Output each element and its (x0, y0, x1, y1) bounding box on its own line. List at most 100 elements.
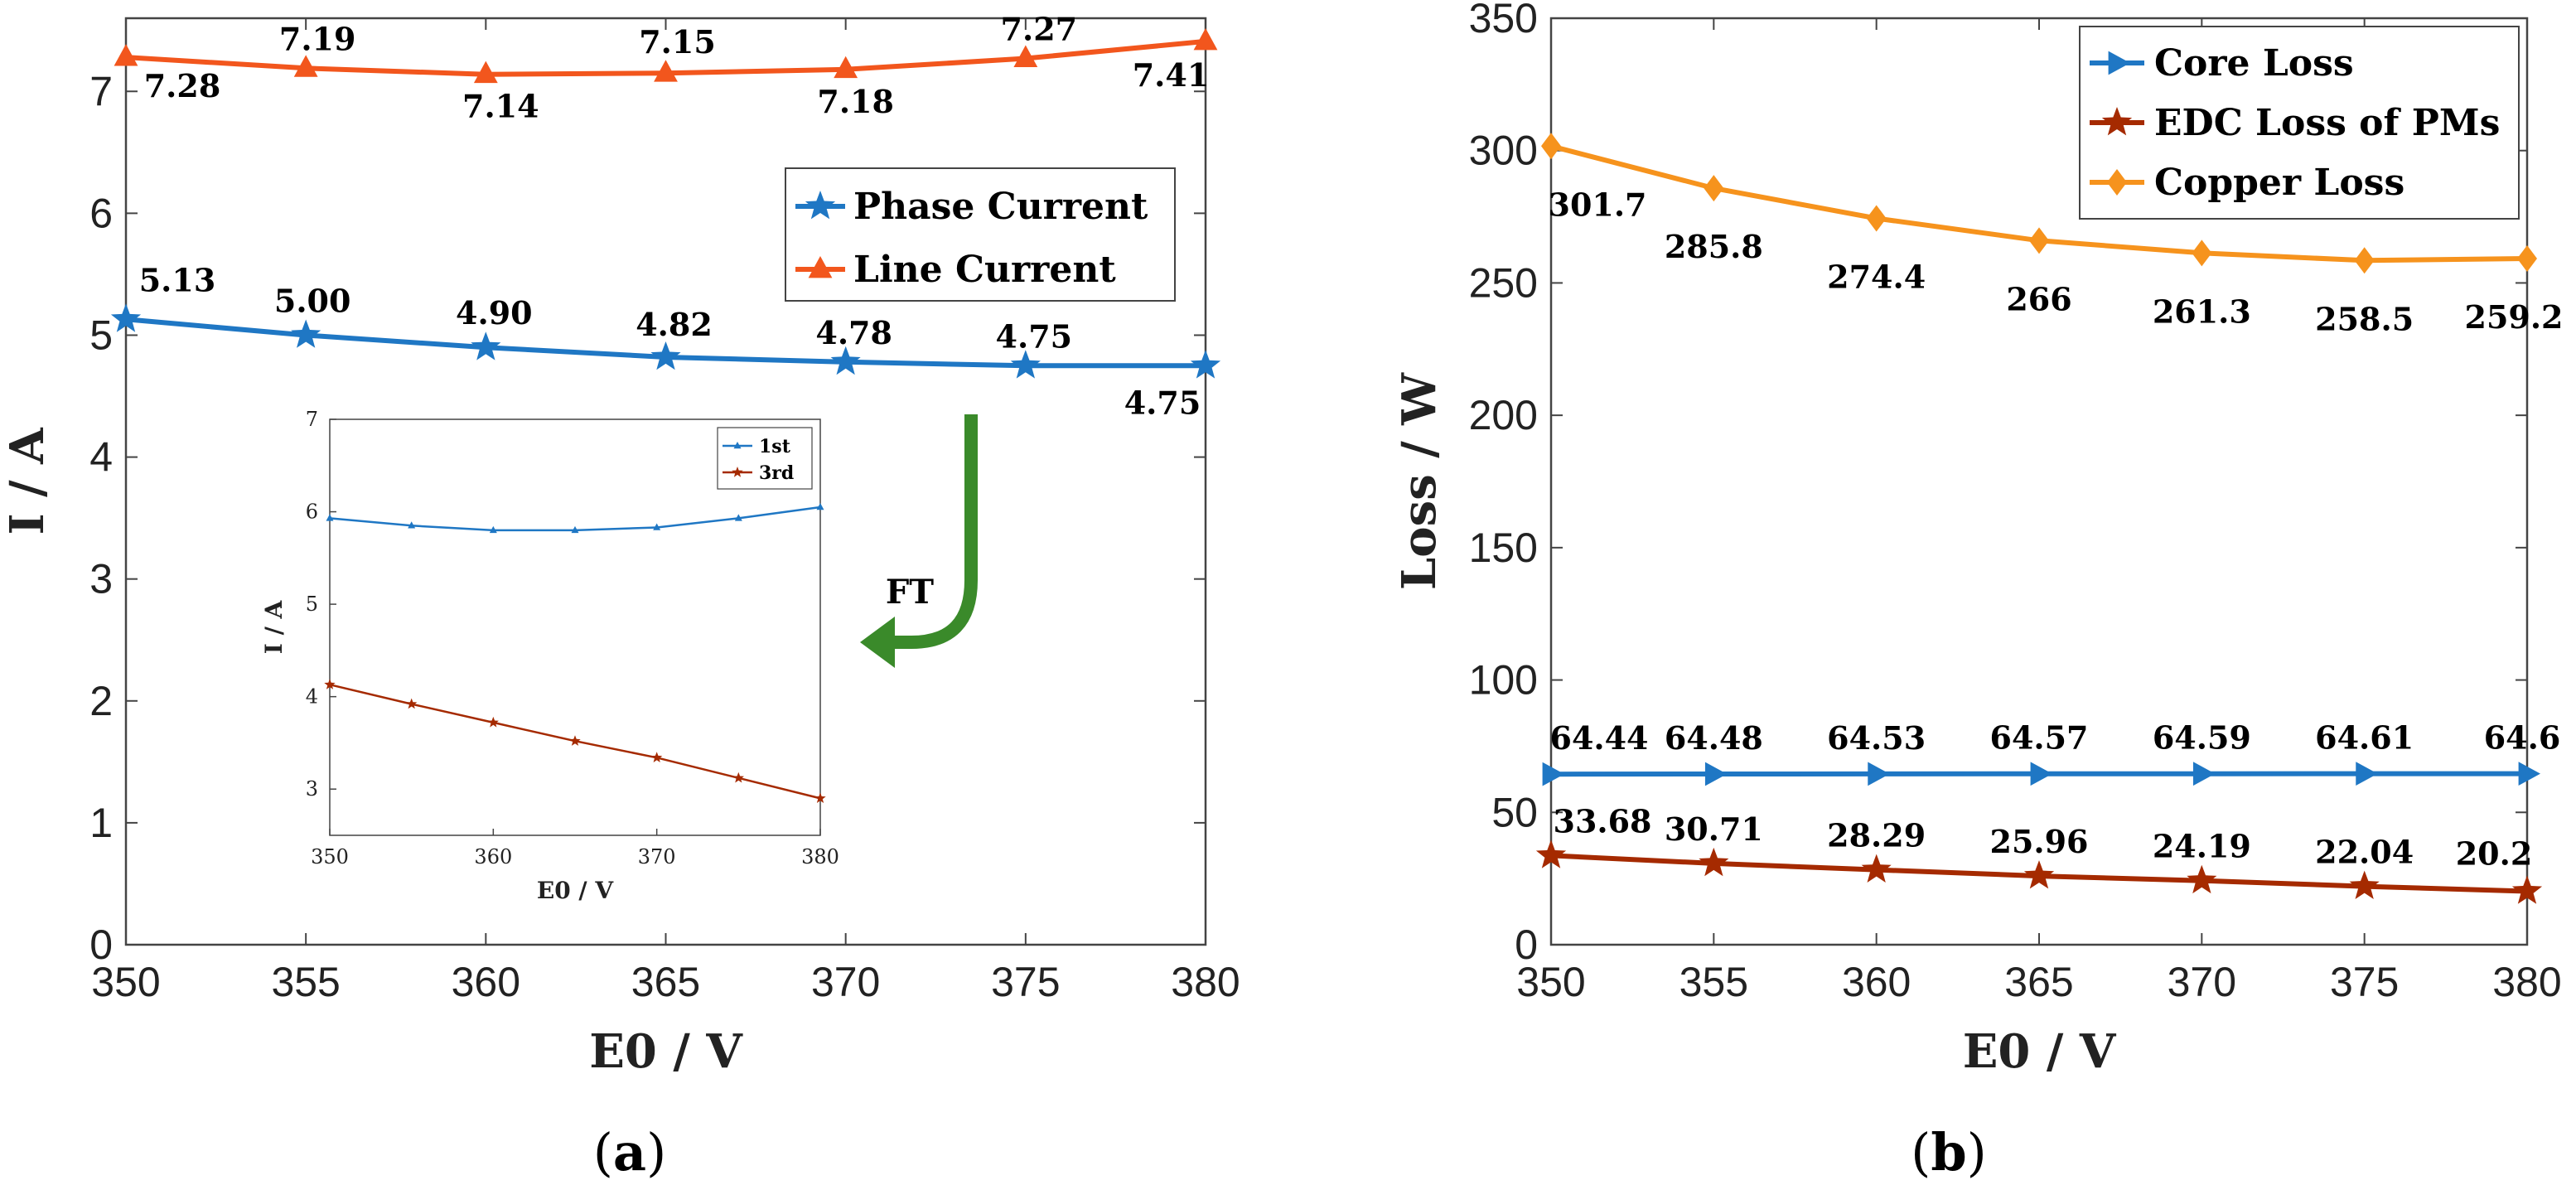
caption-a: (a) (593, 1122, 667, 1183)
chart-b-data-label: 64.48 (1665, 719, 1763, 757)
chart-a-y-tick-label: 7 (89, 68, 113, 114)
inset-point-1-1 (406, 698, 418, 709)
inset-legend (717, 427, 813, 490)
chart-b-y-tick-label: 250 (1469, 259, 1538, 306)
chart-a-y-axis-label: I / A (0, 427, 55, 535)
chart-b-y-tick-label: 0 (1515, 922, 1538, 968)
chart-b-legend-marker-1 (2101, 107, 2133, 136)
chart-b-point-2-3 (2029, 227, 2049, 254)
chart-b-data-label: 285.8 (1665, 228, 1763, 265)
chart-a-point-0-5 (1010, 350, 1041, 379)
chart-a-legend-marker-1 (808, 256, 833, 278)
chart-b-point-0-6 (2518, 762, 2540, 786)
chart-b-point-0-1 (1704, 762, 1728, 786)
chart-b-point-1-3 (2023, 860, 2055, 889)
inset-point-1-6 (814, 792, 826, 803)
inset-point-0-5 (734, 514, 742, 521)
chart-a-data-label: 7.19 (279, 20, 356, 57)
caption-a-part: ( (593, 1122, 613, 1183)
chart-b-point-2-6 (2517, 245, 2537, 273)
chart-a-y-tick-label: 2 (89, 678, 113, 724)
chart-a-x-axis-label: E0 / V (589, 1024, 743, 1079)
inset-point-0-4 (653, 523, 661, 530)
caption-b: (b) (1911, 1122, 1987, 1183)
inset-frame (329, 418, 821, 836)
chart-b-point-1-6 (2511, 875, 2543, 904)
chart-b-y-tick-label: 150 (1469, 525, 1538, 571)
inset-point-0-2 (489, 525, 497, 534)
chart-a-x-tick-label: 365 (631, 959, 700, 1005)
chart-b-point-0-2 (1868, 762, 1890, 786)
chart-b-data-label: 64.61 (2315, 719, 2414, 757)
chart-b-point-0-0 (1542, 762, 1564, 786)
inset-point-1-5 (732, 772, 744, 783)
caption-a-part: ) (646, 1122, 666, 1183)
chart-b-point-2-5 (2354, 247, 2375, 274)
chart-a-data-label: 5.00 (274, 282, 351, 319)
chart-a-y-tick-label: 6 (89, 190, 113, 236)
chart-b-point-2-2 (1866, 205, 1887, 232)
chart-b-data-label: 30.71 (1665, 810, 1763, 848)
chart-b-legend-marker-0 (2108, 51, 2130, 75)
chart-b-y-axis-label: Loss / W (1392, 372, 1447, 590)
chart-b-point-1-1 (1699, 847, 1729, 877)
inset-y-tick-label: 3 (306, 777, 318, 801)
chart-b-y-tick-label: 300 (1469, 128, 1538, 174)
inset-legend-marker-1 (732, 467, 743, 477)
chart-a-point-0-2 (471, 331, 501, 360)
chart-b-legend (2079, 26, 2520, 220)
chart-b: 350 355 360 365 370 375 380 0 50 100 150 200 250 300 3… (1392, 0, 2564, 1079)
chart-a-point-1-3 (654, 60, 678, 82)
inset-legend-marker-0 (733, 442, 742, 449)
chart-a-point-0-3 (650, 341, 681, 370)
caption-b-part: ) (1967, 1122, 1987, 1183)
inset-y-tick-label: 4 (306, 685, 318, 709)
chart-a-data-label: 4.82 (636, 306, 713, 343)
inset-x-tick-label: 350 (311, 845, 349, 868)
chart-a-point-0-1 (291, 319, 321, 348)
chart-a-point-1-2 (473, 60, 498, 84)
inset-x-axis-label: E0 / V (537, 877, 615, 904)
chart-b-data-label: 258.5 (2315, 300, 2414, 337)
chart-b-legend-marker-2 (2107, 169, 2127, 196)
chart-a-point-1-6 (1193, 27, 1218, 51)
chart-b-y-tick-label: 200 (1469, 392, 1538, 438)
chart-a-data-label: 7.14 (462, 88, 539, 125)
chart-b-x-tick-label: 375 (2330, 959, 2399, 1005)
chart-b-legend-label: EDC Loss of PMs (2154, 102, 2500, 144)
chart-a-legend-marker-0 (805, 191, 836, 220)
chart-b-x-tick-label: 350 (1516, 959, 1585, 1005)
inset-y-tick-label: 5 (306, 593, 318, 616)
chart-b-y-tick-label: 50 (1491, 789, 1538, 835)
chart-b-point-1-5 (2349, 870, 2380, 899)
chart-a-y-tick-label: 3 (89, 556, 113, 602)
chart-b-point-1-0 (1535, 839, 1567, 868)
ft-arrow-shaft (888, 414, 978, 649)
inset-legend-label: 1st (759, 436, 791, 457)
chart-a-y-tick-label: 5 (89, 312, 113, 358)
chart-a-data-label: 7.27 (1001, 11, 1078, 48)
chart-a-data-label: 4.75 (1124, 384, 1201, 421)
inset-x-tick-label: 380 (801, 845, 839, 868)
chart-b-data-label: 301.7 (1549, 186, 1647, 223)
chart-a-legend-label: Line Current (853, 249, 1116, 291)
inset-point-0-3 (571, 525, 579, 534)
inset-point-1-3 (569, 735, 581, 746)
chart-b-point-2-0 (1541, 133, 1561, 160)
chart-b-data-label: 261.3 (2153, 293, 2251, 330)
inset-y-tick-label: 6 (306, 501, 318, 524)
chart-a-x-tick-label: 370 (811, 959, 880, 1005)
chart-a-data-label: 7.28 (144, 67, 221, 104)
chart-a-x-tick-label: 350 (91, 959, 160, 1005)
inset-point-0-0 (326, 514, 334, 521)
chart-a-point-1-5 (1013, 45, 1038, 67)
chart-b-data-label: 22.04 (2315, 834, 2414, 871)
chart-b-x-tick-label: 355 (1679, 959, 1748, 1005)
chart-a-x-tick-label: 375 (991, 959, 1060, 1005)
ft-arrow-head (860, 617, 895, 668)
chart-a-x-tick-label: 355 (271, 959, 340, 1005)
chart-b-x-tick-label: 365 (2004, 959, 2073, 1005)
chart-a-point-1-1 (293, 55, 318, 77)
chart-b-data-label: 64.6 (2484, 719, 2561, 757)
chart-b-point-1-4 (2187, 864, 2217, 894)
